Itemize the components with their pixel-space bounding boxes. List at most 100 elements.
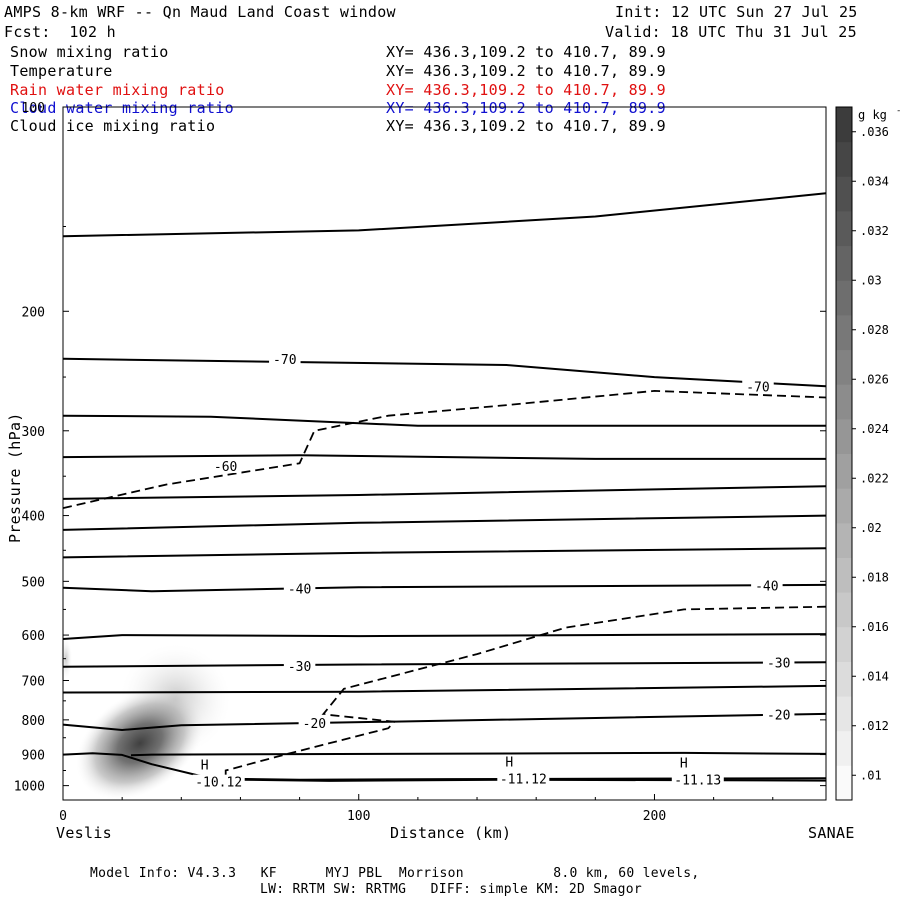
y-tick-label-1000: 1000 <box>14 780 45 795</box>
temperature-contour-7 <box>62 583 827 593</box>
colorbar-tick-label: .026 <box>860 372 889 386</box>
colorbar-step <box>836 141 852 177</box>
contour-label-4: -40 <box>755 579 778 594</box>
colorbar-step <box>836 592 852 628</box>
contour-label-bg-7 <box>298 714 331 730</box>
colorbar-tick-label: .016 <box>860 620 889 634</box>
field-name-rain: Rain water mixing ratio <box>10 81 225 99</box>
y-tick-label-300: 300 <box>22 425 45 440</box>
high-value-0: -10.12 <box>195 776 242 791</box>
field-name-cloud-ice: Cloud ice mixing ratio <box>10 117 216 135</box>
colorbar-step <box>836 730 852 766</box>
colorbar-step <box>836 696 852 732</box>
temperature-contour-3 <box>62 454 826 460</box>
temperature-contour-5 <box>62 514 827 531</box>
left-endpoint-label: Veslis <box>56 824 112 842</box>
init-time: Init: 12 UTC Sun 27 Jul 25 <box>615 3 858 21</box>
x-axis-label: Distance (km) <box>390 824 512 842</box>
contour-label-8: -20 <box>767 708 790 723</box>
high-symbol-2: H <box>680 756 688 771</box>
field-xy-temperature: XY= 436.3,109.2 to 410.7, 89.9 <box>386 62 666 80</box>
y-tick-label-500: 500 <box>22 575 45 590</box>
colorbar-step <box>836 453 852 489</box>
contour-label-bg-8 <box>762 706 795 722</box>
contour-label-bg-2 <box>209 457 242 473</box>
plot-frame <box>62 106 827 801</box>
colorbar-unit-exponent: -1 <box>896 106 900 116</box>
colorbar-frame <box>835 106 853 801</box>
colorbar-tick-label: .018 <box>860 570 889 584</box>
colorbar-step <box>836 280 852 316</box>
high-value-2: -11.13 <box>674 773 721 788</box>
temperature-contour-4 <box>62 485 827 500</box>
y-tick-label-200: 200 <box>22 305 45 320</box>
temperature-contour-13 <box>130 751 827 757</box>
colorbar-step <box>836 314 852 351</box>
colorbar-tick-label: .01 <box>860 768 882 782</box>
colorbar-tick-label: .028 <box>860 323 889 337</box>
colorbar-tick-label: .034 <box>860 174 889 188</box>
contour-label-bg-4 <box>751 577 783 593</box>
field-name-temperature: Temperature <box>10 62 113 80</box>
colorbar-step <box>836 176 852 212</box>
field-xy-cloud-ice: XY= 436.3,109.2 to 410.7, 89.9 <box>386 117 666 135</box>
temperature-contour-10 <box>62 684 827 694</box>
temperature-contour-6 <box>62 547 827 559</box>
y-tick-label-900: 900 <box>22 749 45 764</box>
cloud-ice-contour-0 <box>62 389 827 509</box>
field-name-cloud-water: Cloud water mixing ratio <box>10 99 234 117</box>
colorbar-tick-label: .036 <box>860 125 889 139</box>
y-axis-label: Pressure (hPa) <box>6 412 24 543</box>
contour-label-5: -30 <box>288 660 311 675</box>
snow-shading-core <box>76 687 204 800</box>
high-symbol-1: H <box>505 756 513 771</box>
colorbar-step <box>836 107 852 143</box>
contour-label-bg-3 <box>283 580 316 596</box>
y-tick-label-400: 400 <box>22 510 45 525</box>
contour-label-2: -60 <box>214 460 237 475</box>
colorbar-tick-label: .014 <box>860 669 889 683</box>
contour-label-0: -70 <box>273 353 296 368</box>
field-xy-rain: XY= 436.3,109.2 to 410.7, 89.9 <box>386 81 666 99</box>
temperature-contour-8 <box>62 633 827 640</box>
high-label-bg-0 <box>192 774 245 789</box>
x-tick-label-200: 200 <box>643 809 666 824</box>
colorbar-step <box>836 210 852 247</box>
temperature-contour-9 <box>62 661 827 668</box>
colorbar-tick-label: .03 <box>860 273 882 287</box>
high-label-bg-1 <box>497 771 550 786</box>
contour-label-7: -20 <box>303 717 326 732</box>
contour-label-1: -70 <box>746 380 769 395</box>
colorbar-tick-label: .02 <box>860 521 882 535</box>
colorbar-step <box>836 488 852 524</box>
right-endpoint-label: SANAE <box>808 824 855 842</box>
colorbar-tick-label: .032 <box>860 224 889 238</box>
colorbar-step <box>836 557 852 593</box>
temperature-contour-11 <box>62 712 827 731</box>
field-xy-snow: XY= 436.3,109.2 to 410.7, 89.9 <box>386 43 666 61</box>
temperature-contour-1 <box>62 357 827 388</box>
colorbar-unit: g kg <box>858 108 887 122</box>
colorbar-step <box>836 765 852 801</box>
high-symbol-0: H <box>201 759 209 774</box>
field-name-snow: Snow mixing ratio <box>10 43 169 61</box>
y-tick-label-800: 800 <box>22 714 45 729</box>
temperature-contour-12 <box>62 752 827 781</box>
temperature-contour-14 <box>240 778 827 782</box>
contour-label-bg-0 <box>269 350 301 366</box>
footer-line-2: LW: RRTM SW: RRTMG DIFF: simple KM: 2D S… <box>260 882 642 897</box>
colorbar-tick-label: .022 <box>860 471 889 485</box>
high-label-bg-2 <box>671 772 724 787</box>
forecast-hour: Fcst: 102 h <box>4 23 116 41</box>
high-value-1: -11.12 <box>500 773 547 788</box>
chart-title: AMPS 8-km WRF -- Qn Maud Land Coast wind… <box>4 3 396 21</box>
y-tick-label-100: 100 <box>22 101 45 116</box>
colorbar-step <box>836 349 852 385</box>
colorbar-tick-label: .012 <box>860 719 889 733</box>
colorbar-step <box>836 245 852 281</box>
colorbar-step <box>836 418 852 454</box>
footer-line-1: Model Info: V4.3.3 KF MYJ PBL Morrison 8… <box>90 866 700 881</box>
colorbar-tick-label: .024 <box>860 422 889 436</box>
temperature-contour-0 <box>62 192 827 238</box>
